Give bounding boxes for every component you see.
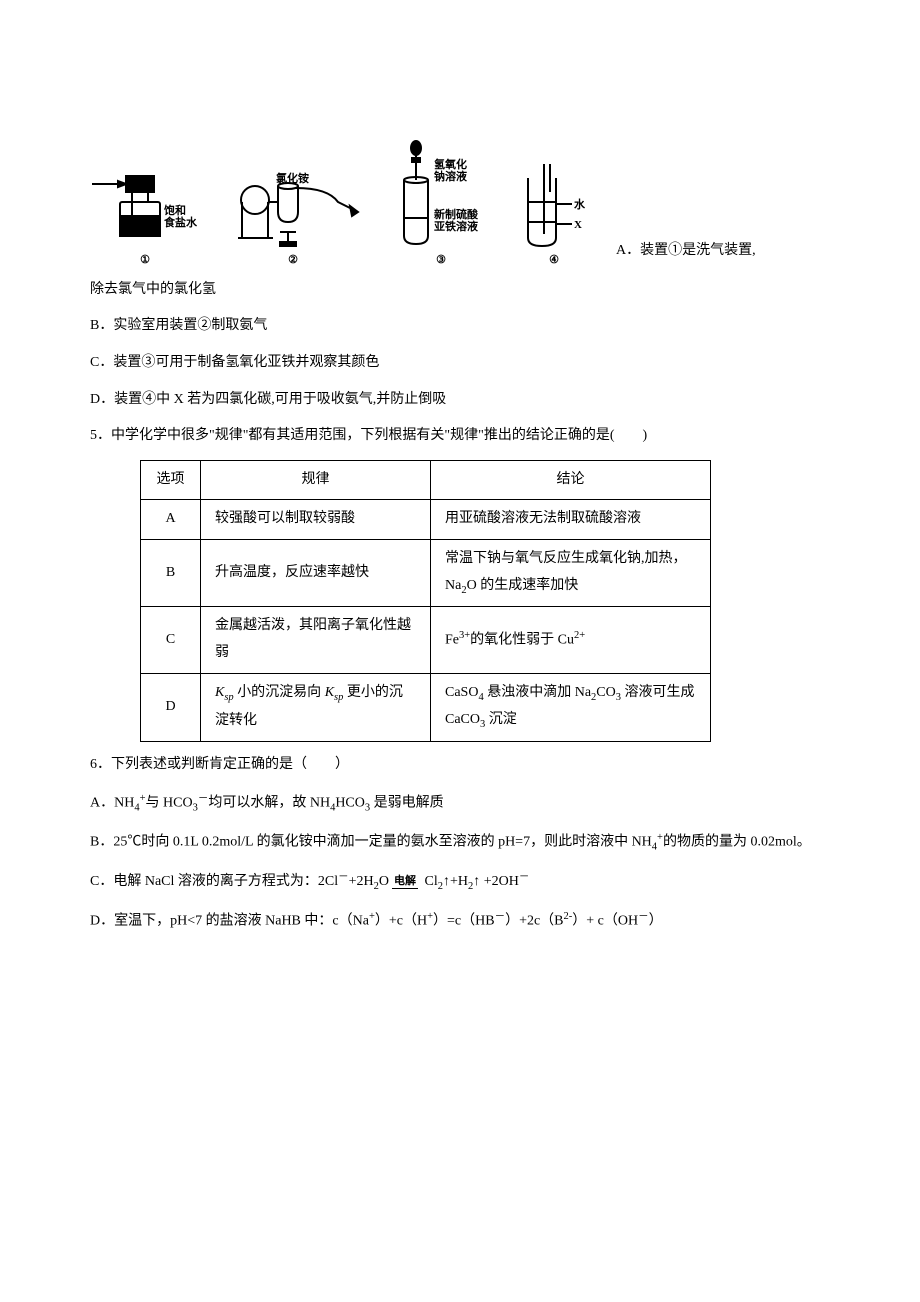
q6-opt-b: B．25℃时向 0.1L 0.2mol/L 的氯化铵中滴加一定量的氨水至溶液的 … <box>90 828 830 857</box>
q5-table-header-row: 选项 规律 结论 <box>141 460 711 500</box>
fig3-label-r1: 氢氧化 <box>434 157 467 171</box>
q6-opt-c-pre: C．电解 NaCl 溶液的离子方程式为：2Cl－+2H2O <box>90 874 389 889</box>
table-cell-conc: 常温下钠与氧气反应生成氧化钠,加热，Na2O 的生成速率加快 <box>431 540 711 607</box>
fig2-num: ② <box>288 250 298 271</box>
fig4-num: ④ <box>549 250 559 271</box>
apparatus-4-svg: 水 X <box>514 162 594 250</box>
q4-opt-b: B．实验室用装置②制取氨气 <box>90 313 830 340</box>
page-container: 饱和 食盐水 ① 氯化铵 <box>0 0 920 985</box>
q6-opt-a: A．NH4+与 HCO3－均可以水解，故 NH4HCO3 是弱电解质 <box>90 789 830 818</box>
q4-opt-d: D．装置④中 X 若为四氯化碳,可用于吸收氨气,并防止倒吸 <box>90 387 830 414</box>
table-row: C金属越活泼，其阳离子氧化性越弱Fe3+的氧化性弱于 Cu2+ <box>141 607 711 673</box>
fig4-label-bottom: X <box>574 219 582 231</box>
table-row: DKsp 小的沉淀易向 Ksp 更小的沉淀转化CaSO4 悬浊液中滴加 Na2C… <box>141 673 711 741</box>
fig3-num: ③ <box>436 250 446 271</box>
figure-row: 饱和 食盐水 ① 氯化铵 <box>90 140 830 271</box>
q5-th-opt: 选项 <box>141 460 201 500</box>
q6-stem: 6．下列表述或判断肯定正确的是（ ） <box>90 752 830 779</box>
table-cell-rule: 较强酸可以制取较弱酸 <box>201 500 431 540</box>
q5-table: 选项 规律 结论 A较强酸可以制取较弱酸用亚硫酸溶液无法制取硫酸溶液B升高温度，… <box>140 460 711 742</box>
fig1-label-top: 饱和 <box>164 203 186 217</box>
fig1-label-bottom: 食盐水 <box>164 215 198 229</box>
q4-opt-a-cont: 除去氯气中的氯化氢 <box>90 277 830 304</box>
q6-opt-c-post: Cl2↑+H2↑ +2OH－ <box>421 874 529 889</box>
apparatus-3-svg: 氢氧化 钠溶液 新制硫酸 亚铁溶液 <box>386 140 496 250</box>
q4-opt-a-inline: A．装置①是洗气装置, <box>616 238 756 271</box>
table-cell-rule: 升高温度，反应速率越快 <box>201 540 431 607</box>
figure-1: 饱和 食盐水 ① <box>90 172 200 271</box>
table-cell-opt: C <box>141 607 201 673</box>
fig3-label-r2: 钠溶液 <box>434 169 468 183</box>
q5-th-rule: 规律 <box>201 460 431 500</box>
table-cell-conc: Fe3+的氧化性弱于 Cu2+ <box>431 607 711 673</box>
table-cell-conc: 用亚硫酸溶液无法制取硫酸溶液 <box>431 500 711 540</box>
table-cell-opt: A <box>141 500 201 540</box>
figure-4: 水 X ④ <box>514 162 594 271</box>
fig3-label-r4: 亚铁溶液 <box>434 219 479 233</box>
fig4-label-top: 水 <box>574 197 586 211</box>
q5-stem: 5．中学化学中很多"规律"都有其适用范围，下列根据有关"规律"推出的结论正确的是… <box>90 423 830 450</box>
table-cell-rule: Ksp 小的沉淀易向 Ksp 更小的沉淀转化 <box>201 673 431 741</box>
table-cell-rule: 金属越活泼，其阳离子氧化性越弱 <box>201 607 431 673</box>
q5-th-conc: 结论 <box>431 460 711 500</box>
table-row: B升高温度，反应速率越快常温下钠与氧气反应生成氧化钠,加热，Na2O 的生成速率… <box>141 540 711 607</box>
table-row: A较强酸可以制取较弱酸用亚硫酸溶液无法制取硫酸溶液 <box>141 500 711 540</box>
electrolysis-condition: 电解 <box>392 876 418 887</box>
q6-opt-d: D．室温下，pH<7 的盐溶液 NaHB 中：c（Na+）+c（H+）=c（HB… <box>90 907 830 935</box>
q6-opt-c: C．电解 NaCl 溶液的离子方程式为：2Cl－+2H2O电解 Cl2↑+H2↑… <box>90 867 830 896</box>
figure-2: 氯化铵 <box>218 172 368 271</box>
fig1-num: ① <box>140 250 150 271</box>
apparatus-1-svg: 饱和 食盐水 <box>90 172 200 250</box>
table-cell-opt: D <box>141 673 201 741</box>
q4-opt-c: C．装置③可用于制备氢氧化亚铁并观察其颜色 <box>90 350 830 377</box>
table-cell-opt: B <box>141 540 201 607</box>
table-cell-conc: CaSO4 悬浊液中滴加 Na2CO3 溶液可生成CaCO3 沉淀 <box>431 673 711 741</box>
fig3-label-r3: 新制硫酸 <box>434 207 479 221</box>
apparatus-2-svg: 氯化铵 <box>218 172 368 250</box>
figure-3: 氢氧化 钠溶液 新制硫酸 亚铁溶液 ③ <box>386 140 496 271</box>
